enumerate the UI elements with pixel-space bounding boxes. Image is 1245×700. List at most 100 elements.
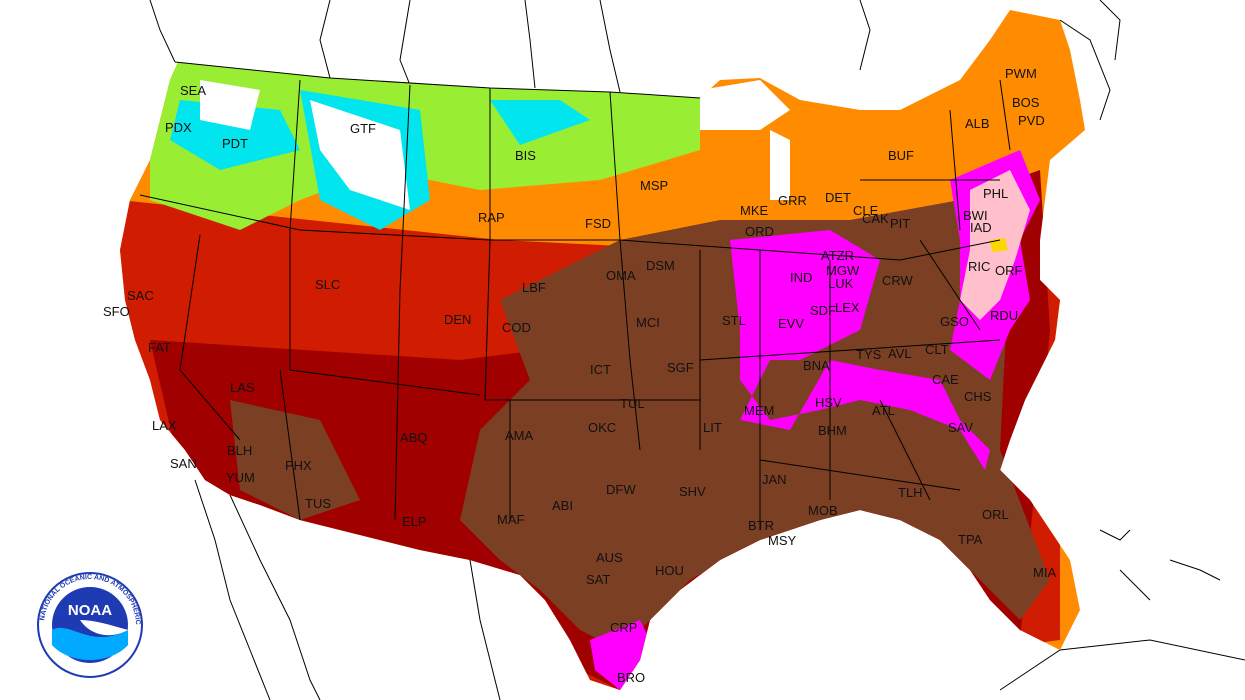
record-heat-midwest bbox=[730, 230, 990, 470]
cold-patch-north-plains bbox=[490, 100, 590, 145]
city-label-cod: COD bbox=[502, 320, 531, 335]
city-label-lbf: LBF bbox=[522, 280, 546, 295]
city-label-aus: AUS bbox=[596, 550, 623, 565]
city-label-tlh: TLH bbox=[898, 485, 923, 500]
city-label-cle: CLE bbox=[853, 203, 879, 218]
city-label-stl: STL bbox=[722, 313, 746, 328]
city-label-atl: ATL bbox=[872, 403, 895, 418]
city-label-lit: LIT bbox=[703, 420, 722, 435]
noaa-logo: NOAA NATIONAL OCEANIC AND ATMOSPHERIC AD… bbox=[37, 572, 143, 678]
state-borders bbox=[139, 61, 1011, 530]
city-label-gso: GSO bbox=[940, 314, 969, 329]
city-label-lax: LAX bbox=[152, 418, 177, 433]
city-label-maf: MAF bbox=[497, 512, 525, 527]
city-label-mke: MKE bbox=[740, 203, 769, 218]
city-label-yum: YUM bbox=[226, 470, 255, 485]
city-label-cak: CAK bbox=[862, 211, 889, 226]
city-label-sdf: SDF bbox=[810, 303, 836, 318]
city-label-btr: BTR bbox=[748, 518, 774, 533]
city-label-msp: MSP bbox=[640, 178, 668, 193]
city-label-mob: MOB bbox=[808, 503, 838, 518]
city-label-blh: BLH bbox=[227, 443, 252, 458]
city-label-sfo: SFO bbox=[103, 304, 130, 319]
city-label-pvd: PVD bbox=[1018, 113, 1045, 128]
city-label-sav: SAV bbox=[948, 420, 973, 435]
city-label-crw: CRW bbox=[882, 273, 914, 288]
city-label-bwi: BWI bbox=[963, 208, 988, 223]
city-label-fsd: FSD bbox=[585, 216, 611, 231]
city-label-alb: ALB bbox=[965, 116, 990, 131]
city-label-las: LAS bbox=[230, 380, 255, 395]
outside-borders bbox=[149, 0, 1245, 700]
city-label-msy: MSY bbox=[768, 533, 797, 548]
city-label-sac: SAC bbox=[127, 288, 154, 303]
city-label-chs: CHS bbox=[964, 389, 992, 404]
city-label-clt: CLT bbox=[925, 342, 949, 357]
city-label-sat: SAT bbox=[586, 572, 610, 587]
city-label-evv: EVV bbox=[778, 316, 804, 331]
city-label-mia: MIA bbox=[1033, 565, 1056, 580]
city-label-tys: TYS bbox=[856, 347, 882, 362]
city-label-dfw: DFW bbox=[606, 482, 636, 497]
city-label-sea: SEA bbox=[180, 83, 206, 98]
city-label-okc: OKC bbox=[588, 420, 616, 435]
city-label-tpa: TPA bbox=[958, 532, 983, 547]
city-label-abi: ABI bbox=[552, 498, 573, 513]
city-label-bro: BRO bbox=[617, 670, 645, 685]
logo-acronym: NOAA bbox=[68, 602, 112, 619]
city-label-jan: JAN bbox=[762, 472, 787, 487]
city-label-ict: ICT bbox=[590, 362, 611, 377]
city-label-pwm: PWM bbox=[1005, 66, 1037, 81]
city-label-san: SAN bbox=[170, 456, 197, 471]
city-label-mgw: MGW bbox=[826, 263, 860, 278]
city-label-mem: MEM bbox=[744, 403, 774, 418]
white-patch-2 bbox=[310, 100, 410, 210]
city-label-pit: PIT bbox=[890, 216, 910, 231]
city-label-grr: GRR bbox=[778, 193, 807, 208]
logo-wave-icon bbox=[52, 627, 128, 660]
city-label-den: DEN bbox=[444, 312, 471, 327]
city-label-mci: MCI bbox=[636, 315, 660, 330]
city-label-hsv: HSV bbox=[815, 395, 842, 410]
city-label-hou: HOU bbox=[655, 563, 684, 578]
city-label-abq: ABQ bbox=[400, 430, 427, 445]
city-label-dsm: DSM bbox=[646, 258, 675, 273]
city-label-tus: TUS bbox=[305, 496, 331, 511]
logo-bird-icon bbox=[80, 620, 128, 636]
city-label-shv: SHV bbox=[679, 484, 706, 499]
city-label-luk: LUK bbox=[828, 276, 854, 291]
city-label-pdx: PDX bbox=[165, 120, 192, 135]
city-label-tul: TUL bbox=[620, 396, 645, 411]
city-label-bna: BNA bbox=[803, 358, 830, 373]
city-label-pdt: PDT bbox=[222, 136, 248, 151]
city-label-bos: BOS bbox=[1012, 95, 1040, 110]
city-label-avl: AVL bbox=[888, 346, 912, 361]
lake-michigan bbox=[770, 130, 790, 200]
city-label-det: DET bbox=[825, 190, 851, 205]
city-label-buf: BUF bbox=[888, 148, 914, 163]
white-patch-1 bbox=[200, 80, 260, 130]
city-label-sgf: SGF bbox=[667, 360, 694, 375]
city-label-atzr: ATZR bbox=[821, 248, 854, 263]
city-label-orl: ORL bbox=[982, 507, 1009, 522]
city-label-phl: PHL bbox=[983, 186, 1008, 201]
extreme-heat-region bbox=[460, 200, 1050, 650]
great-lakes bbox=[700, 80, 790, 130]
city-label-lex: LEX bbox=[835, 300, 860, 315]
city-label-rap: RAP bbox=[478, 210, 505, 225]
city-label-rdu: RDU bbox=[990, 308, 1018, 323]
city-label-fat: FAT bbox=[148, 340, 171, 355]
city-label-gtf: GTF bbox=[350, 121, 376, 136]
city-label-ind: IND bbox=[790, 270, 812, 285]
city-label-ord: ORD bbox=[745, 224, 774, 239]
city-label-ama: AMA bbox=[505, 428, 534, 443]
city-label-crp: CRP bbox=[610, 620, 637, 635]
city-label-slc: SLC bbox=[315, 277, 340, 292]
city-label-cae: CAE bbox=[932, 372, 959, 387]
desert-heat-region bbox=[230, 400, 360, 520]
city-label-iad: IAD bbox=[970, 220, 992, 235]
city-label-bis: BIS bbox=[515, 148, 536, 163]
